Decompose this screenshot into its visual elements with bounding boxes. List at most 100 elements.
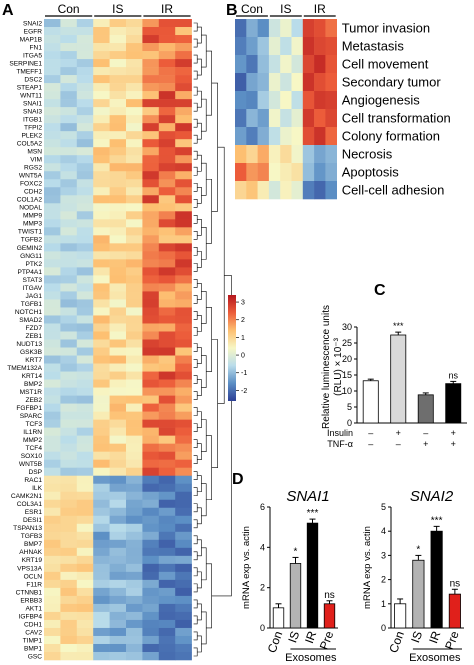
heatmap-a-cell [126,611,143,621]
heatmap-a-cell [126,99,143,108]
heatmap-a-cell [109,163,127,172]
heatmap-a-cell [76,147,94,156]
heatmap-a-cell [44,523,61,533]
heatmap-a-cell [142,363,160,372]
heatmap-a-cell [60,19,78,28]
heatmap-a-cell [158,83,176,92]
heatmap-a-cell [109,123,127,132]
heatmap-a-cell [76,219,94,228]
heatmap-a-cell [126,547,143,557]
heatmap-a-cell [142,379,160,388]
heatmap-a-cell [93,251,110,260]
heatmap-a-cell [142,99,160,108]
heatmap-a-cell [126,467,143,477]
heatmap-a-cell [60,451,78,460]
heatmap-a-cell [109,427,127,436]
y-tick-label: 1 [381,599,386,609]
group-label: Exosomes [409,652,461,664]
heatmap-a-row-label: VIM [30,157,42,164]
heatmap-a-cell [158,187,176,196]
heatmap-a-row-label: ITGB1 [23,117,42,124]
heatmap-a-cell [76,587,94,597]
heatmap-a-cell [60,259,78,268]
heatmap-b-cell [302,55,315,74]
heatmap-a-cell [44,395,61,404]
heatmap-a-row-label: CAV2 [25,629,42,636]
heatmap-a-cell [76,291,94,300]
heatmap-a-cell [126,619,143,629]
y-axis-label: mRNA exp vs. actin [362,526,373,609]
heatmap-a-cell [109,595,127,605]
dendrogram-link [193,439,198,448]
heatmap-a-cell [60,179,78,188]
heatmap-b-header-is: IS [280,2,291,16]
heatmap-a-cell [76,91,94,100]
heatmap-a-cell [158,379,176,388]
heatmap-a-cell [60,27,78,36]
heatmap-a-cell [142,467,160,477]
heatmap-a-cell [60,651,78,661]
heatmap-a-cell [142,171,160,180]
heatmap-a-cell [175,91,192,100]
heatmap-a-cell [126,59,143,68]
bar [362,380,379,424]
heatmap-b-cell [302,37,315,56]
heatmap-a-cell [175,211,192,220]
heatmap-a-cell [142,563,160,573]
heatmap-a-cell [142,299,160,308]
heatmap-a-cell [126,635,143,645]
heatmap-a-row-label: FOXC2 [20,181,42,188]
heatmap-a-header-ir: IR [161,2,173,16]
heatmap-a-row-label: COL1A2 [17,197,43,204]
heatmap-a-cell [175,203,192,212]
heatmap-a-cell [60,419,78,428]
x-category-label: IS [408,629,425,644]
heatmap-a-cell [175,619,192,629]
dendrogram-link [211,82,218,212]
heatmap-a-cell [126,123,143,132]
heatmap-a-cell [44,411,61,420]
heatmap-a-cell [109,179,127,188]
heatmap-a-row-label: DESI1 [23,517,42,524]
heatmap-b-cell [291,37,304,56]
heatmap-a-cell [76,307,94,316]
heatmap-a-cell [76,67,94,76]
heatmap-a-cell [44,211,61,220]
heatmap-b-cell [325,163,337,182]
heatmap-a-cell [175,67,192,76]
heatmap-a-cell [44,291,61,300]
heatmap-a-cell [44,651,61,661]
heatmap-a-cell [158,483,176,493]
heatmap-a-cell [126,563,143,573]
heatmap-a-cell [76,171,94,180]
heatmap-a-cell [126,83,143,92]
heatmap-a-cell [175,595,192,605]
heatmap-b-cell [246,37,258,56]
heatmap-a-row-label: FZD7 [26,325,43,332]
heatmap-a-cell [175,219,192,228]
heatmap-b-cell [291,55,304,74]
heatmap-a-cell [109,531,127,541]
heatmap-a-row-label: MST1R [20,389,43,396]
dendrogram-link [193,503,198,513]
heatmap-a-row-label: GSC [28,653,43,660]
heatmap-a-cell [158,43,176,52]
color-scale-legend: 3 2 1 0 -1 -2 [228,295,247,401]
heatmap-a-row-label: SMAD2 [19,317,42,324]
heatmap-a-cell [142,51,160,60]
heatmap-b-cell [280,163,292,182]
heatmap-a-cell [109,459,127,468]
heatmap-a-cell [44,195,61,204]
heatmap-a-cell [158,235,176,244]
heatmap-a-cell [44,619,61,629]
dendrogram-link [193,583,198,593]
heatmap-a-cell [60,323,78,332]
heatmap-a-cell [44,579,61,589]
heatmap-a-cell [109,555,127,565]
heatmap-a-cell [126,371,143,380]
heatmap-a-cell [44,275,61,284]
heatmap-a-cell [93,539,110,549]
heatmap-a-cell [158,267,176,276]
heatmap-a-cell [126,227,143,236]
heatmap-a-row-label: BMP7 [24,541,42,548]
